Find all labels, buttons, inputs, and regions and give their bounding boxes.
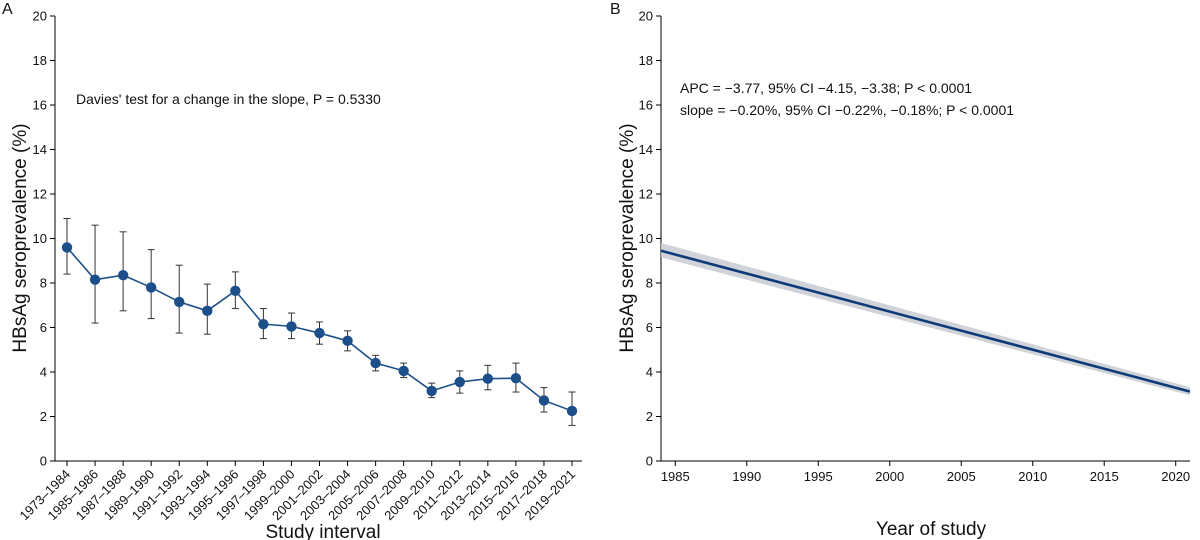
panel-b-x-tick-label: 1985 — [661, 469, 690, 484]
panel-b-x-tick-label: 2015 — [1090, 469, 1119, 484]
panel-a-y-tick-label: 20 — [33, 9, 47, 24]
panel-a-y-tick-label: 2 — [40, 409, 47, 424]
panel-b: B APC = −3.77, 95% CI −4.15, −3.38; P < … — [610, 1, 1191, 540]
panel-a-point — [230, 285, 241, 296]
panel-b-y-tick-label: 18 — [639, 53, 653, 68]
panel-a-y-axis-title: HBsAg seroprevalence (%) — [10, 123, 31, 352]
panel-b-confidence-band-group — [661, 242, 1190, 396]
panel-a-point — [174, 296, 185, 308]
panel-a-y-tick-label: 4 — [40, 365, 47, 380]
panel-b-y-tick-label: 10 — [639, 231, 653, 246]
panel-a-point — [426, 385, 437, 397]
panel-a-point — [286, 321, 297, 332]
panel-b-x-tick-label: 2010 — [1018, 469, 1047, 484]
panel-b-x-tick-label: 2000 — [875, 469, 904, 484]
panel-b-y-tick-label: 2 — [646, 409, 653, 424]
panel-a-x-axis-title: Study interval — [265, 522, 380, 540]
panel-b-axes: 0 2 4 6 8 10 12 14 16 18 20 1985 1990 1995 2000 2005 201… — [639, 9, 1191, 485]
panel-b-x-tick-label: 1995 — [804, 469, 833, 484]
panel-a-point — [566, 405, 578, 417]
panel-a-point — [89, 274, 101, 285]
panel-b-y-tick-label: 14 — [639, 142, 653, 157]
panel-b-y-tick-label: 16 — [639, 98, 653, 113]
panel-b-y-tick-label: 6 — [646, 320, 653, 335]
panel-a-y-tick-label: 0 — [40, 454, 47, 469]
panel-a-point — [314, 327, 325, 339]
panel-a-axes: 024681012141618201973–19841985–19861987–… — [16, 9, 582, 523]
panel-b-confidence-band — [661, 242, 1190, 396]
panel-b-x-axis-title: Year of study — [876, 519, 987, 540]
panel-b-regression-line-group — [660, 249, 1191, 393]
panel-a-y-tick-label: 16 — [33, 98, 47, 113]
panel-a-point — [117, 270, 129, 281]
panel-b-y-tick-label: 4 — [646, 365, 653, 380]
panel-a-point — [258, 318, 269, 330]
panel-b-x-tick-label: 2020 — [1161, 469, 1190, 484]
panel-b-x-tick-label: 1990 — [732, 469, 761, 484]
panel-b-x-tick-label: 2005 — [947, 469, 976, 484]
panel-a: A Davies' test for a change in the slope… — [2, 1, 582, 540]
panel-a-annotation: Davies' test for a change in the slope, … — [76, 91, 381, 107]
panel-a-point — [398, 365, 409, 377]
panel-a-point — [454, 376, 465, 388]
panel-b-letter: B — [610, 1, 621, 18]
panel-a-point — [370, 357, 381, 369]
panel-a-y-tick-label: 12 — [33, 187, 47, 202]
panel-a-point — [342, 335, 353, 347]
panel-a-y-tick-label: 10 — [33, 231, 47, 246]
panel-b-annotation-line-2: slope = −0.20%, 95% CI −0.22%, −0.18%; P… — [680, 102, 1014, 118]
panel-b-y-tick-label: 20 — [639, 9, 653, 24]
panel-a-points — [61, 242, 578, 417]
panel-b-y-axis-title: HBsAg seroprevalence (%) — [617, 123, 638, 352]
panel-a-point — [538, 395, 550, 406]
panel-a-y-tick-label: 6 — [40, 320, 47, 335]
panel-a-point — [61, 242, 73, 253]
panel-b-y-tick-label: 0 — [646, 454, 653, 469]
panel-a-y-tick-label: 8 — [40, 276, 47, 291]
panel-a-point — [482, 373, 494, 384]
panel-a-point — [510, 373, 522, 384]
panel-b-y-tick-label: 12 — [639, 187, 653, 202]
panel-a-point — [145, 282, 157, 293]
panel-a-letter: A — [2, 1, 13, 18]
panel-a-y-tick-label: 18 — [33, 53, 47, 68]
panel-a-error-bars — [63, 217, 576, 426]
panel-b-annotation-line-1: APC = −3.77, 95% CI −4.15, −3.38; P < 0.… — [680, 80, 972, 96]
panel-b-regression-line — [660, 249, 1191, 393]
panel-a-y-tick-label: 14 — [33, 142, 47, 157]
panel-a-point — [202, 305, 213, 317]
panel-b-y-tick-label: 8 — [646, 276, 653, 291]
